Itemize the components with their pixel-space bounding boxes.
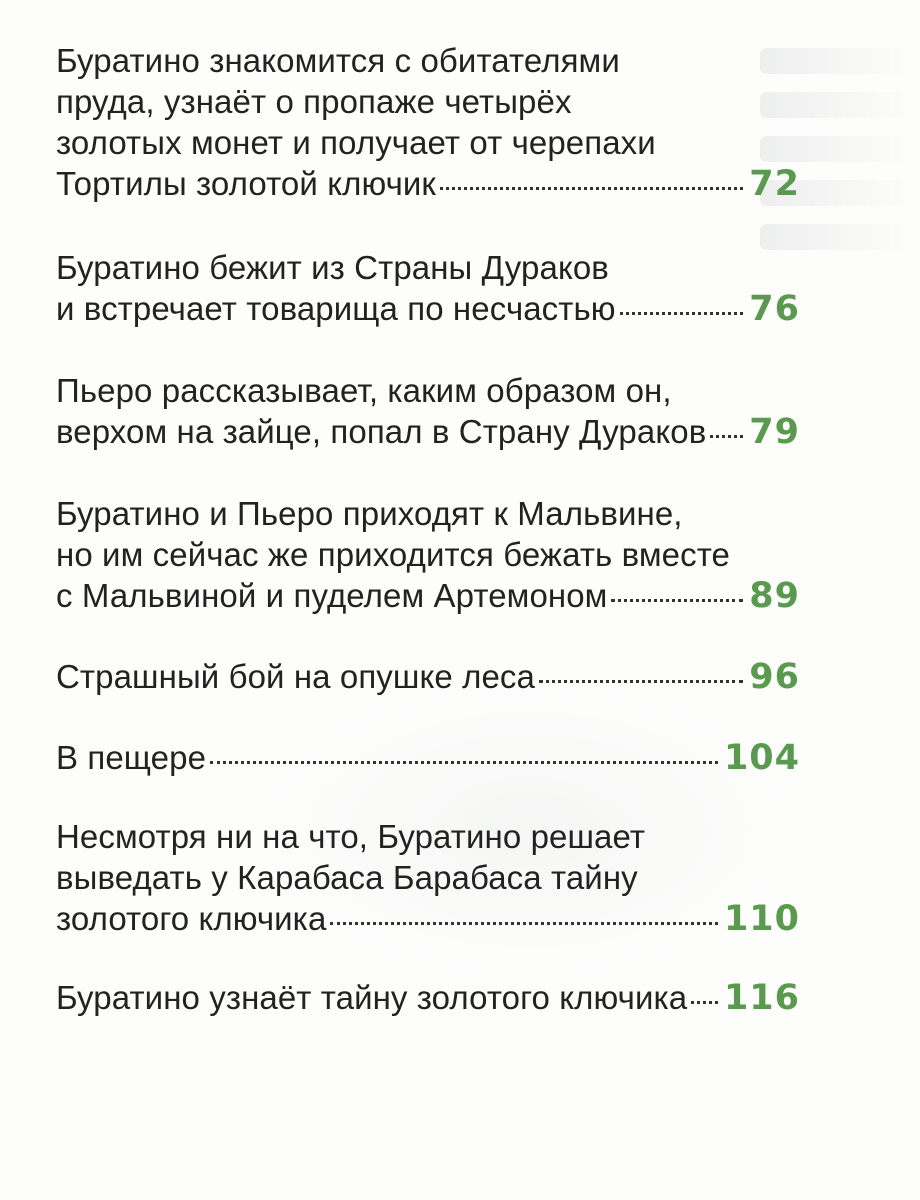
page-number: 96 [749, 657, 800, 697]
toc-entry[interactable]: Буратино знакомится с обитателями пруда,… [56, 40, 800, 204]
toc-entry-line: В пещере [56, 739, 207, 776]
toc-entry-line: Буратино узнаёт тайну золотого ключика [56, 979, 688, 1016]
page-number: 116 [723, 978, 800, 1018]
page-number: 76 [749, 289, 800, 329]
toc-entry-line: верхом на зайце, попал в Страну Дураков [56, 413, 707, 450]
dot-leader [710, 435, 744, 438]
toc-entry-last-line: с Мальвиной и пуделем Артемоном 89 [56, 575, 800, 616]
page-number: 104 [723, 738, 800, 778]
toc-entry-line: пруда, узнаёт о пропаже четырёх [56, 83, 572, 120]
toc-entry[interactable]: В пещере 104 [56, 737, 800, 778]
toc-entry-line: выведать у Карабаса Барабаса тайну [56, 859, 638, 896]
toc-entry-line: Страшный бой на опушке леса [56, 658, 535, 695]
toc-entry[interactable]: Буратино бежит из Страны Дураков и встре… [56, 247, 800, 329]
dot-leader [619, 312, 744, 315]
toc-entry[interactable]: Пьеро рассказывает, каким образом он, ве… [56, 370, 800, 452]
toc-entry-line: золотого ключика [56, 900, 327, 937]
page-number: 72 [749, 164, 800, 204]
dot-leader [439, 187, 744, 190]
show-through-illustration [250, 680, 810, 980]
show-through-text [760, 48, 920, 268]
dot-leader [611, 599, 744, 602]
toc-entry-last-line: Буратино узнаёт тайну золотого ключика 1… [56, 977, 800, 1018]
dot-leader [330, 922, 718, 925]
toc-entry-last-line: золотого ключика 110 [56, 898, 800, 939]
toc-entry-last-line: верхом на зайце, попал в Страну Дураков … [56, 411, 800, 452]
page-number: 89 [749, 576, 800, 616]
toc-entry-line: Тортилы золотой ключик [56, 165, 436, 202]
toc-entry-line: Буратино бежит из Страны Дураков [56, 249, 609, 286]
toc-entry[interactable]: Буратино и Пьеро приходят к Мальвине, но… [56, 493, 800, 616]
toc-entry-line: Буратино знакомится с обитателями [56, 42, 620, 79]
toc-entry-line: Пьеро рассказывает, каким образом он, [56, 372, 672, 409]
dot-leader [538, 680, 744, 683]
page-number: 79 [749, 412, 800, 452]
toc-entry-line: с Мальвиной и пуделем Артемоном [56, 577, 608, 614]
dot-leader [691, 1001, 718, 1004]
toc-entry[interactable]: Несмотря ни на что, Буратино решает выве… [56, 816, 800, 939]
toc-entry-line: золотых монет и получает от черепахи [56, 124, 656, 161]
page-number: 110 [723, 899, 800, 939]
toc-entry-line: и встречает товарища по несчастью [56, 290, 616, 327]
toc-entry[interactable]: Страшный бой на опушке леса 96 [56, 656, 800, 697]
toc-entry-line: но им сейчас же приходится бежать вместе [56, 536, 731, 573]
toc-entry-last-line: Страшный бой на опушке леса 96 [56, 656, 800, 697]
dot-leader [210, 761, 718, 764]
toc-entry-last-line: В пещере 104 [56, 737, 800, 778]
toc-entry-line: Несмотря ни на что, Буратино решает [56, 818, 646, 855]
toc-entry-last-line: Тортилы золотой ключик 72 [56, 163, 800, 204]
toc-entry[interactable]: Буратино узнаёт тайну золотого ключика 1… [56, 977, 800, 1018]
toc-entry-last-line: и встречает товарища по несчастью 76 [56, 288, 800, 329]
toc-entry-line: Буратино и Пьеро приходят к Мальвине, [56, 495, 683, 532]
